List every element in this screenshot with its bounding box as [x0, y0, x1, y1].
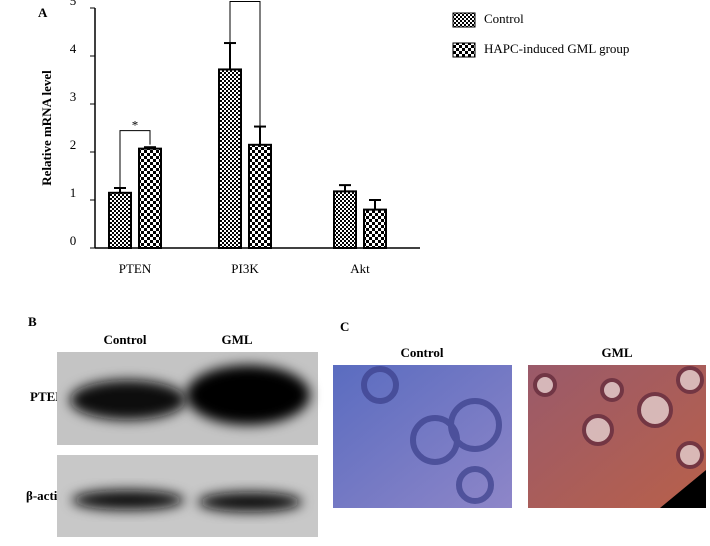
- gland: [361, 366, 502, 504]
- row-label: β-actin: [26, 488, 65, 503]
- band: [70, 380, 186, 420]
- significance-bracket: [229, 0, 261, 141]
- y-tick-label: 5: [70, 0, 77, 8]
- y-tick-label: 4: [70, 41, 77, 56]
- column-label: GML: [221, 332, 252, 347]
- band: [198, 492, 302, 512]
- legend-swatch: [452, 12, 476, 28]
- y-tick-label: 2: [70, 137, 77, 152]
- gland: [533, 366, 704, 469]
- bar: [363, 208, 387, 250]
- panel-label: C: [340, 319, 349, 334]
- column-label: Control: [103, 332, 146, 347]
- panel-label: B: [28, 314, 37, 329]
- band: [186, 365, 310, 425]
- column-label: Control: [400, 345, 443, 360]
- band: [72, 490, 184, 510]
- edge: [660, 470, 706, 508]
- significance-label: *: [132, 118, 139, 133]
- legend-label: Control: [484, 11, 524, 26]
- x-tick-label: PTEN: [119, 261, 152, 276]
- y-tick-label: 1: [70, 185, 77, 200]
- legend-label: HAPC-induced GML group: [484, 41, 629, 56]
- x-tick-label: PI3K: [231, 261, 259, 276]
- micrograph: [333, 365, 512, 508]
- bar: [108, 191, 132, 250]
- bar: [248, 143, 272, 249]
- significance-label: *: [242, 0, 249, 3]
- bar: [333, 190, 357, 249]
- y-axis-label: Relative mRNA level: [39, 70, 54, 186]
- column-label: GML: [601, 345, 632, 360]
- significance-bracket: [119, 130, 151, 189]
- legend-swatch: [452, 42, 476, 58]
- y-tick-label: 3: [70, 89, 77, 104]
- panel-label: A: [38, 5, 48, 20]
- bar: [138, 147, 162, 249]
- x-tick-label: Akt: [350, 261, 370, 276]
- y-tick-label: 0: [70, 233, 77, 248]
- bar: [218, 68, 242, 249]
- row-label: PTEN: [30, 389, 65, 404]
